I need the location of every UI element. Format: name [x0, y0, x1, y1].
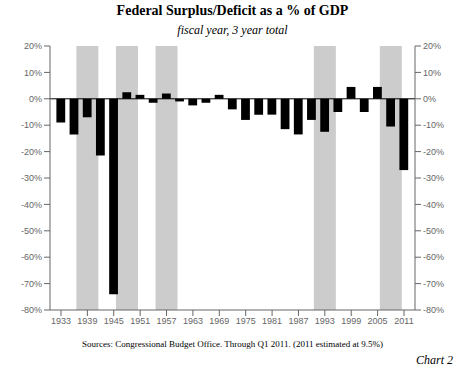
html-text:Chart 2: Chart 2 — [416, 353, 453, 367]
svg-text:1951: 1951 — [130, 316, 150, 326]
svg-text:-70%: -70% — [21, 279, 42, 289]
svg-text:-30%: -30% — [21, 173, 42, 183]
svg-text:2005: 2005 — [368, 316, 388, 326]
svg-text:20%: 20% — [423, 41, 441, 51]
html-text:Sources: Congressional Budget: Sources: Congressional Budget Office. Th… — [81, 339, 384, 349]
svg-text:-20%: -20% — [423, 147, 444, 157]
svg-text:-60%: -60% — [21, 252, 42, 262]
svg-text:-50%: -50% — [21, 226, 42, 236]
svg-text:1939: 1939 — [77, 316, 97, 326]
svg-text:-10%: -10% — [423, 120, 444, 130]
svg-text:-60%: -60% — [423, 252, 444, 262]
svg-text:1975: 1975 — [236, 316, 256, 326]
svg-text:-50%: -50% — [423, 226, 444, 236]
svg-text:1981: 1981 — [262, 316, 282, 326]
svg-text:0%: 0% — [423, 94, 436, 104]
svg-text:10%: 10% — [24, 68, 42, 78]
svg-text:1945: 1945 — [104, 316, 124, 326]
svg-text:-70%: -70% — [423, 279, 444, 289]
svg-text:-30%: -30% — [423, 173, 444, 183]
svg-text:2011: 2011 — [394, 316, 413, 326]
svg-text:-40%: -40% — [21, 200, 42, 210]
svg-text:-80%: -80% — [21, 305, 42, 315]
html-text:Federal Surplus/Deficit as a %: Federal Surplus/Deficit as a % of GDP — [116, 3, 349, 18]
svg-text:0%: 0% — [29, 94, 42, 104]
html-text:fiscal year, 3 year total: fiscal year, 3 year total — [177, 23, 288, 37]
svg-text:1957: 1957 — [157, 316, 177, 326]
svg-text:-10%: -10% — [21, 120, 42, 130]
svg-text:-40%: -40% — [423, 200, 444, 210]
svg-text:1993: 1993 — [315, 316, 335, 326]
svg-text:10%: 10% — [423, 68, 441, 78]
svg-text:-80%: -80% — [423, 305, 444, 315]
svg-text:1963: 1963 — [183, 316, 203, 326]
svg-text:1969: 1969 — [209, 316, 229, 326]
svg-text:20%: 20% — [24, 41, 42, 51]
svg-text:1987: 1987 — [288, 316, 308, 326]
svg-text:-20%: -20% — [21, 147, 42, 157]
svg-text:1999: 1999 — [341, 316, 361, 326]
svg-text:1933: 1933 — [51, 316, 71, 326]
